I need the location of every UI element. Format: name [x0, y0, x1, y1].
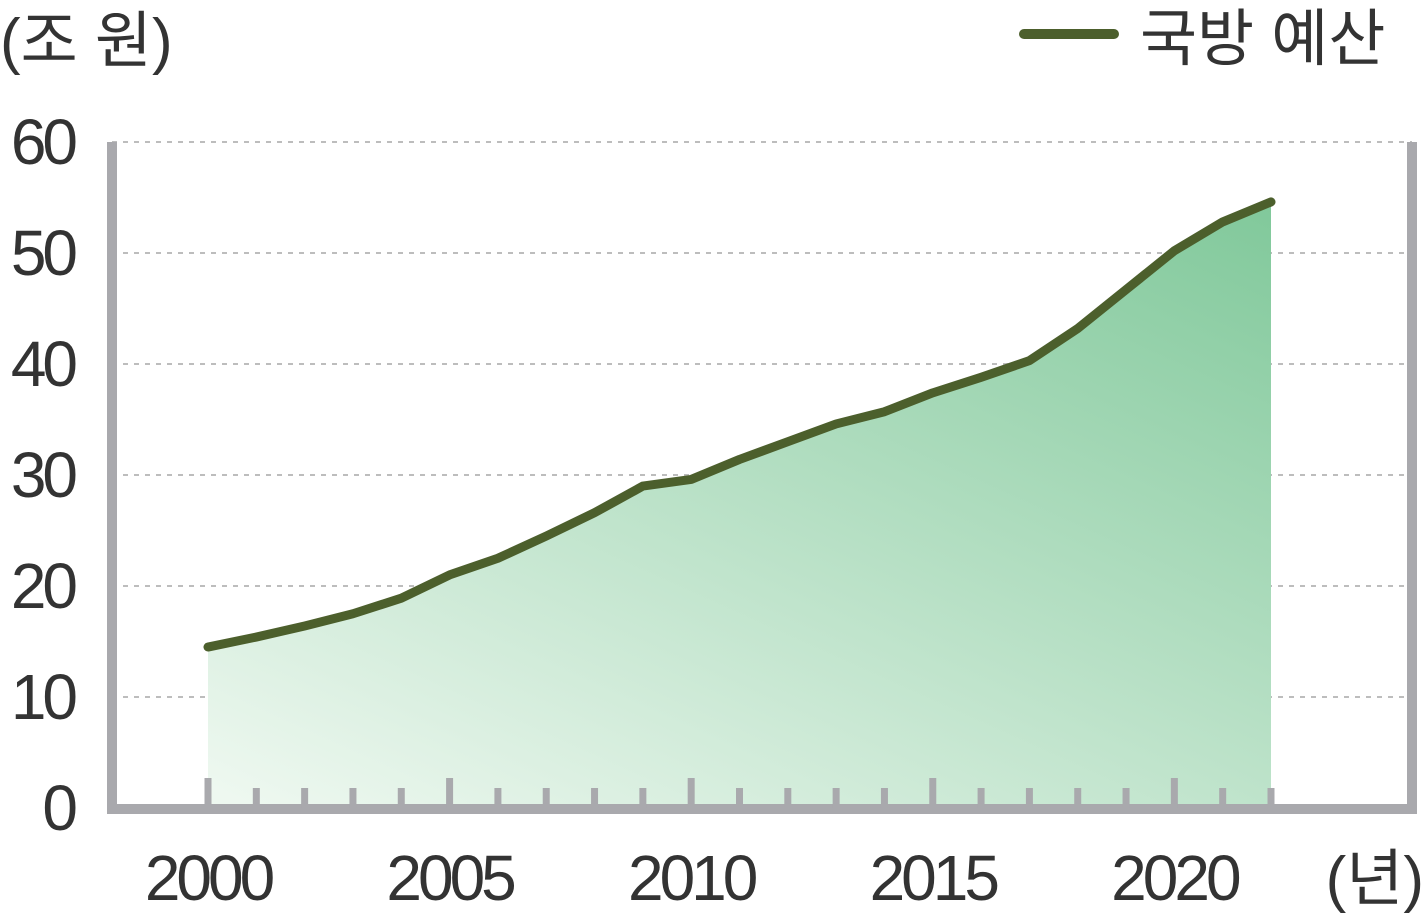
x-tick-label: 2010 [628, 842, 757, 914]
y-tick-label: 60 [11, 106, 77, 178]
y-tick-label: 50 [11, 217, 77, 289]
x-tick-label: 2000 [145, 842, 274, 914]
area-layer [208, 201, 1271, 808]
axes [107, 142, 1417, 814]
y-tick-labels: 0 10 20 30 40 50 60 [11, 106, 81, 844]
y-tick-label: 40 [11, 328, 77, 400]
y-tick-label: 10 [11, 661, 77, 733]
line-layer [203, 197, 1276, 652]
x-tick-label: 2015 [870, 842, 998, 914]
legend-label: 국방 예산 [1140, 5, 1385, 74]
x-tick-label: 2020 [1111, 842, 1240, 914]
y-axis-unit-label: (조 원) [0, 7, 173, 76]
x-tick-labels: 2000 2005 2010 2015 2020 [145, 842, 1244, 914]
y-tick-label: 0 [42, 772, 76, 844]
legend: 국방 예산 [1019, 5, 1385, 74]
y-tick-label: 30 [11, 439, 77, 511]
budget-line [203, 197, 1276, 652]
budget-area [208, 201, 1271, 808]
x-tick-label: 2005 [386, 842, 514, 914]
y-tick-label: 20 [11, 550, 77, 622]
x-axis-unit-label: (년) [1326, 845, 1424, 914]
